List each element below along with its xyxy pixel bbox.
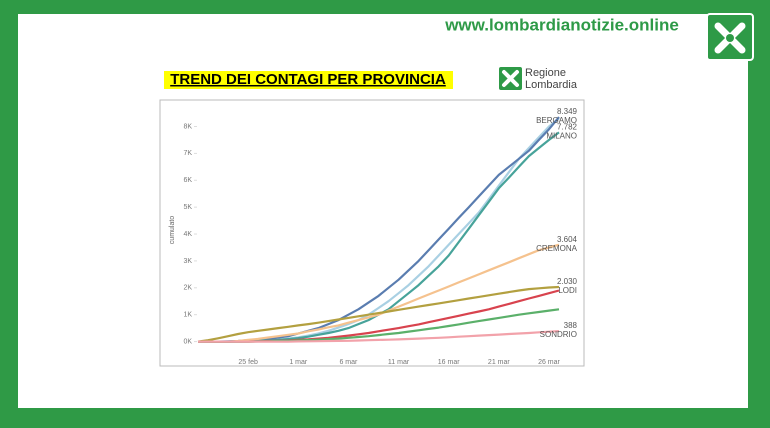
x-tick-label: 21 mar xyxy=(488,359,510,366)
y-tick-label: 5K xyxy=(183,204,192,211)
series-label: BERGAMO xyxy=(536,116,577,125)
y-axis-label: cumulato xyxy=(169,216,176,245)
series-label: LODI xyxy=(558,286,577,295)
y-tick-label: 6K xyxy=(183,177,192,184)
x-tick-label: 26 mar xyxy=(538,359,560,366)
line xyxy=(197,285,560,343)
website: www.lombardianotizie.online xyxy=(444,15,679,34)
data-label: 8.349 xyxy=(557,107,578,116)
data-label: 388 xyxy=(564,321,578,330)
y-tick-label: 0K xyxy=(183,338,192,345)
y-tick-label: 4K xyxy=(183,231,192,238)
x-tick-label: 25 feb xyxy=(238,359,258,366)
line xyxy=(198,243,560,343)
line xyxy=(198,330,560,343)
logo xyxy=(706,13,754,61)
chart-frame xyxy=(159,99,585,367)
data-label: 7.782 xyxy=(557,122,578,131)
y-tick-label: 1K xyxy=(183,312,192,319)
x-tick-label: 6 mar xyxy=(339,359,358,366)
series-label: SONDRIO xyxy=(540,330,577,339)
series-label: MILANO xyxy=(546,131,577,140)
y-tick-label: 7K xyxy=(183,150,192,157)
title-highlight xyxy=(164,71,453,89)
y-tick-label: 3K xyxy=(183,258,192,265)
x-tick-label: 11 mar xyxy=(388,359,410,366)
x-tick-label: 16 mar xyxy=(438,359,460,366)
plot: 0K 1K 2K 3K 4K 5K 6K 7K 8K 25 feb 1 mar 6 mar 11 mar… xyxy=(183,107,577,366)
slide-title: TREND DEI CONTAGI PER PROVINCIA xyxy=(170,71,446,88)
x-tick-label: 1 mar xyxy=(289,359,308,366)
logo-text: Regione xyxy=(525,67,566,79)
regione-logo: Regione Lombardia xyxy=(499,67,578,91)
logo-text: Lombardia xyxy=(525,79,578,91)
y-tick-label: 2K xyxy=(183,285,192,292)
series-label: CREMONA xyxy=(536,244,578,253)
data-label: 2.030 xyxy=(557,277,578,286)
data-label: 3.604 xyxy=(557,235,578,244)
y-tick-label: 8K xyxy=(183,123,192,130)
